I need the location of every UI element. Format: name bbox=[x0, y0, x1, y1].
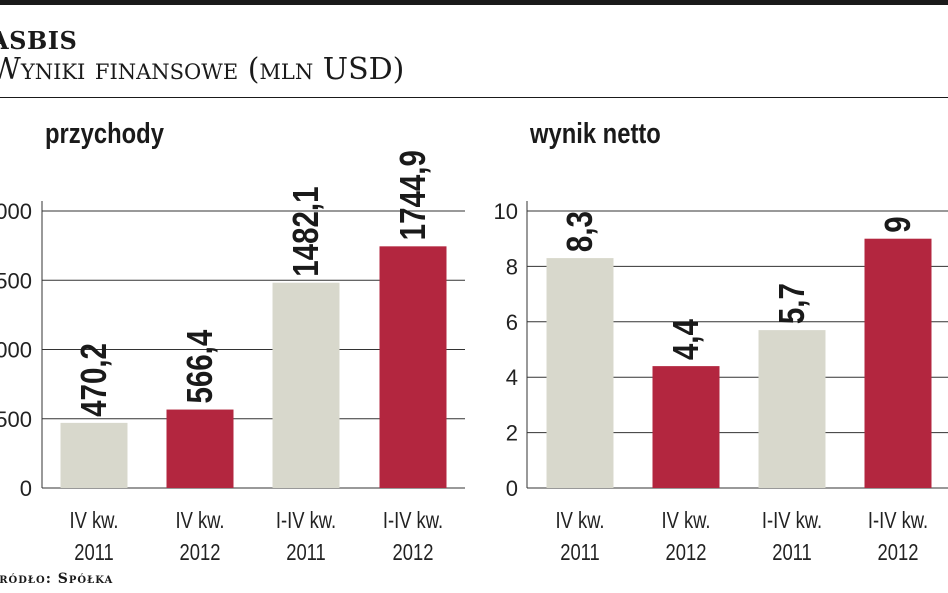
revenue-y-tick-label: 1000 bbox=[0, 338, 32, 363]
panel-title-revenue: przychody bbox=[45, 118, 164, 150]
net-income-category-label: 2012 bbox=[878, 540, 919, 565]
net-income-y-tick-label: 10 bbox=[494, 199, 518, 224]
company-name: ASBIS bbox=[0, 26, 78, 55]
revenue-category-label: 2011 bbox=[74, 540, 114, 565]
revenue-category-label: IV kw. bbox=[175, 508, 224, 533]
revenue-bar bbox=[60, 422, 128, 488]
net-income-bar bbox=[758, 330, 826, 488]
revenue-value-label: 470,2 bbox=[73, 343, 113, 417]
net-income-category-label: I-IV kw. bbox=[762, 508, 822, 533]
revenue-category-label: 2011 bbox=[286, 540, 326, 565]
net-income-value-label: 4,4 bbox=[665, 318, 705, 360]
revenue-category-label: I-IV kw. bbox=[276, 508, 336, 533]
source-note: Źródło: Spółka bbox=[0, 571, 114, 587]
revenue-bar bbox=[166, 409, 234, 488]
panel-title-net-income: wynik netto bbox=[530, 118, 661, 150]
revenue-category-label: I-IV kw. bbox=[383, 508, 443, 533]
header-divider bbox=[0, 97, 948, 98]
figure-subtitle: Wyniki finansowe (mln USD) bbox=[0, 52, 405, 87]
revenue-bar bbox=[379, 246, 447, 488]
revenue-value-label: 1744,9 bbox=[392, 150, 432, 240]
net-income-y-tick-label: 8 bbox=[506, 254, 518, 279]
net-income-value-label: 8,3 bbox=[559, 211, 599, 252]
revenue-value-label: 566,4 bbox=[179, 329, 219, 403]
revenue-y-tick-label: 0 bbox=[20, 476, 32, 501]
revenue-value-label: 1482,1 bbox=[285, 186, 325, 276]
net-income-y-tick-label: 6 bbox=[506, 310, 518, 335]
net-income-category-label: IV kw. bbox=[661, 508, 710, 533]
net-income-category-label: 2011 bbox=[560, 540, 600, 565]
net-income-category-label: 2012 bbox=[666, 540, 707, 565]
net-income-value-label: 5,7 bbox=[771, 283, 811, 324]
net-income-y-tick-label: 4 bbox=[506, 365, 518, 390]
net-income-category-label: 2011 bbox=[772, 540, 812, 565]
net-income-category-label: IV kw. bbox=[555, 508, 604, 533]
revenue-y-tick-label: 1500 bbox=[0, 268, 32, 293]
net-income-value-label: 9 bbox=[877, 216, 917, 232]
revenue-category-label: IV kw. bbox=[69, 508, 118, 533]
net-income-bar bbox=[546, 258, 614, 488]
top-rule bbox=[0, 0, 948, 5]
net-income-category-label: I-IV kw. bbox=[868, 508, 928, 533]
revenue-y-tick-label: 2000 bbox=[0, 199, 32, 224]
net-income-y-tick-label: 2 bbox=[506, 421, 518, 446]
net-income-bar bbox=[652, 366, 720, 488]
revenue-category-label: 2012 bbox=[180, 540, 221, 565]
revenue-bar bbox=[272, 282, 340, 488]
revenue-y-tick-label: 500 bbox=[0, 407, 32, 432]
revenue-category-label: 2012 bbox=[393, 540, 434, 565]
net-income-y-tick-label: 0 bbox=[506, 476, 518, 501]
net-income-bar bbox=[864, 238, 932, 488]
